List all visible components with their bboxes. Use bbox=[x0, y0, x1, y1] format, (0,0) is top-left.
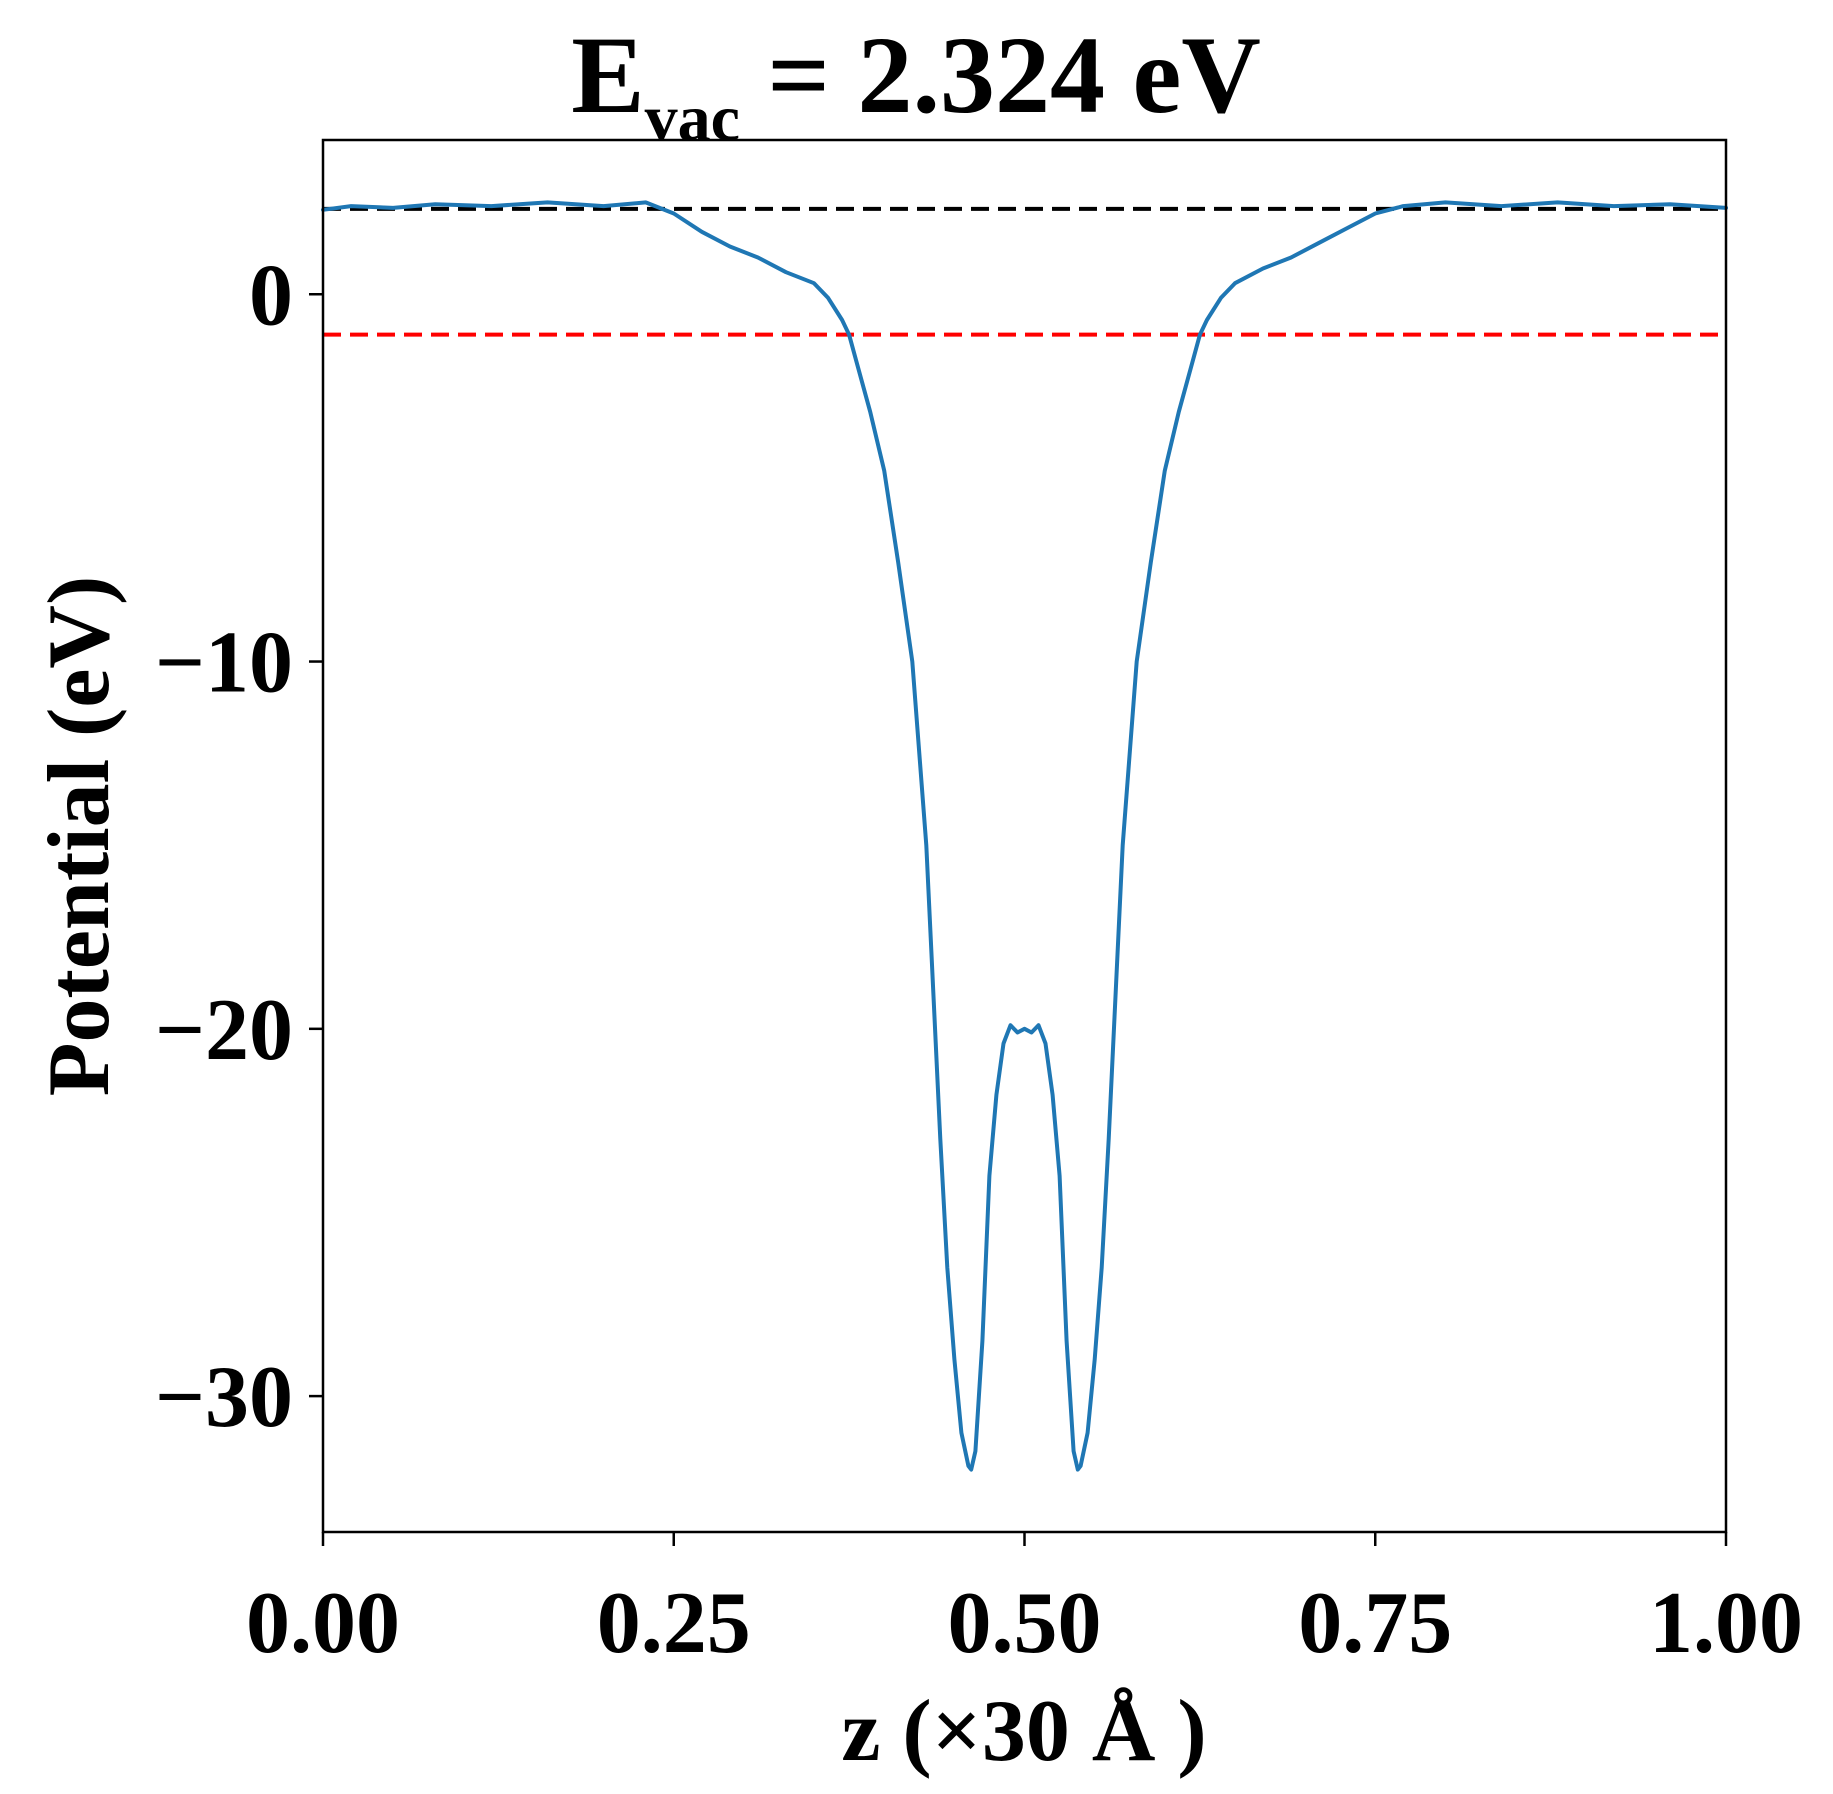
y-tick-label: −30 bbox=[155, 1349, 293, 1446]
chart-title: Evac = 2.324 eV bbox=[571, 14, 1261, 155]
potential-curve bbox=[321, 200, 1728, 1472]
x-tick-label: 0.00 bbox=[246, 1575, 400, 1672]
series-layer bbox=[321, 200, 1728, 1472]
reference-lines bbox=[323, 206, 1726, 337]
y-axis-ticks: 0 −10 −20 −30 bbox=[155, 247, 323, 1446]
y-tick-label: 0 bbox=[249, 247, 293, 344]
y-tick-label: −20 bbox=[155, 982, 293, 1079]
x-tick-label: 1.00 bbox=[1649, 1575, 1803, 1672]
y-tick-label: −10 bbox=[155, 615, 293, 712]
x-axis-ticks: 0.00 0.25 0.50 0.75 1.00 bbox=[246, 1532, 1803, 1672]
x-tick-label: 0.25 bbox=[597, 1575, 751, 1672]
x-tick-label: 0.75 bbox=[1298, 1575, 1452, 1672]
chart-title-suffix: = 2.324 eV bbox=[740, 14, 1261, 136]
x-axis-label: z (×30 Å ) bbox=[841, 1683, 1206, 1780]
chart-title-prefix: E bbox=[571, 14, 644, 136]
y-axis-label: Potential (eV) bbox=[31, 576, 128, 1096]
x-tick-label: 0.50 bbox=[948, 1575, 1102, 1672]
chart-title-subscript: vac bbox=[645, 82, 740, 155]
